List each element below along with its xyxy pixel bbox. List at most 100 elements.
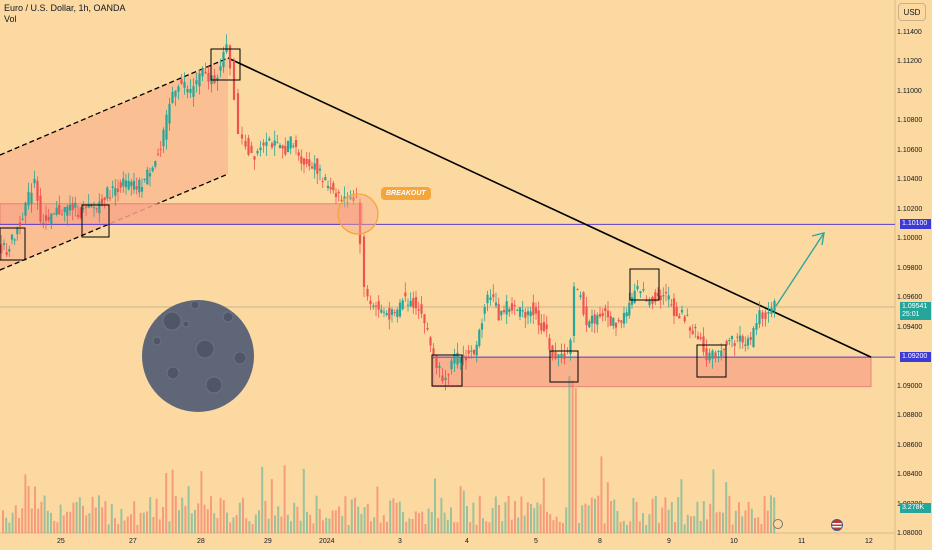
candle-body	[140, 187, 144, 192]
candle-body	[537, 310, 540, 326]
candle-body	[305, 159, 308, 164]
candle-body	[42, 222, 45, 224]
currency-button[interactable]: USD	[898, 3, 926, 21]
candle-body	[438, 365, 441, 369]
volume-bar	[654, 495, 657, 533]
candle-body	[628, 302, 631, 316]
candle-body	[662, 295, 665, 297]
candle-body	[492, 294, 495, 297]
candle-body	[667, 295, 670, 300]
candle-body	[316, 158, 319, 174]
volume-bar	[446, 519, 449, 533]
candle-body	[470, 350, 473, 352]
volume-bar	[542, 477, 545, 533]
volume-bar	[206, 509, 209, 533]
volume-bar	[498, 505, 500, 533]
volume-bar	[555, 516, 558, 533]
candle-body	[50, 213, 53, 225]
candle-body	[513, 305, 516, 307]
volume-bar	[738, 502, 740, 533]
candle-body	[294, 140, 298, 147]
candle-body	[151, 167, 154, 172]
candle-body	[648, 299, 651, 306]
volume-bar	[661, 507, 664, 533]
candle-body	[617, 319, 620, 321]
volume-bar	[680, 479, 683, 533]
candle-body	[108, 197, 112, 199]
highlight-box	[629, 268, 660, 301]
candle-body	[708, 352, 711, 361]
candle-body	[450, 360, 453, 370]
volume-bar	[725, 482, 728, 533]
candle-body	[401, 300, 404, 310]
volume-bar	[642, 513, 644, 533]
volume-bar	[200, 471, 203, 533]
candle-body	[545, 324, 548, 330]
volume-bar	[133, 501, 136, 533]
projection-arrow	[775, 232, 825, 307]
candle-body	[186, 89, 189, 93]
candle-body	[749, 337, 752, 340]
volume-bar	[53, 520, 56, 533]
candle-body	[426, 328, 429, 330]
candle-body	[216, 77, 219, 81]
candle-body	[225, 44, 228, 52]
volume-bar	[578, 523, 580, 533]
candle-body	[162, 129, 165, 147]
y-tick-label: 1.11000	[897, 87, 922, 95]
volume-bar	[72, 502, 75, 533]
volume-bar	[526, 502, 529, 533]
volume-bar	[120, 508, 123, 533]
volume-bar	[27, 486, 30, 533]
candle-body	[557, 354, 560, 357]
candle-body	[177, 86, 180, 92]
volume-bar	[581, 505, 584, 533]
candle-body	[609, 316, 612, 326]
volume-bar	[158, 519, 161, 533]
volume-bar	[75, 502, 78, 533]
volume-bar	[571, 380, 574, 533]
volume-bar	[216, 518, 219, 533]
candle-body	[324, 177, 327, 181]
volume-bar	[514, 501, 516, 533]
volume-bar	[434, 478, 436, 533]
candle-body	[352, 197, 355, 201]
candle-body	[66, 206, 69, 216]
volume-bar	[213, 513, 216, 533]
volume-bar	[565, 507, 568, 533]
price-badge: 1.09200	[900, 352, 931, 363]
candle-body	[174, 90, 177, 97]
volume-bar	[632, 498, 635, 533]
candle-body	[369, 300, 372, 304]
volume-bar	[488, 522, 491, 533]
volume-bar	[597, 495, 600, 533]
volume-bar	[254, 514, 257, 533]
volume-bar	[754, 518, 756, 533]
volume-bar	[104, 501, 107, 533]
candle-body	[253, 156, 256, 160]
highlight-box	[210, 48, 241, 81]
volume-bar	[363, 507, 366, 533]
candle-body	[340, 199, 343, 201]
candle-body	[372, 305, 375, 307]
candle-body	[686, 314, 689, 316]
candle-body	[453, 354, 456, 364]
candle-body	[92, 207, 96, 209]
candle-body	[281, 145, 284, 149]
us-flag-icon[interactable]	[831, 519, 843, 531]
volume-bar	[194, 509, 196, 533]
candle-body	[132, 180, 136, 190]
candle-body	[680, 309, 684, 313]
volume-bar	[760, 524, 763, 533]
gear-icon[interactable]	[773, 519, 783, 529]
volume-bar	[414, 511, 417, 533]
candle-body	[84, 206, 88, 208]
volume-bar	[411, 519, 414, 533]
candle-body	[696, 335, 700, 340]
volume-bar	[485, 521, 488, 533]
candle-body	[502, 310, 506, 313]
candle-body	[767, 312, 770, 314]
x-tick-label: 2024	[319, 538, 335, 545]
x-tick-label: 27	[129, 538, 137, 545]
